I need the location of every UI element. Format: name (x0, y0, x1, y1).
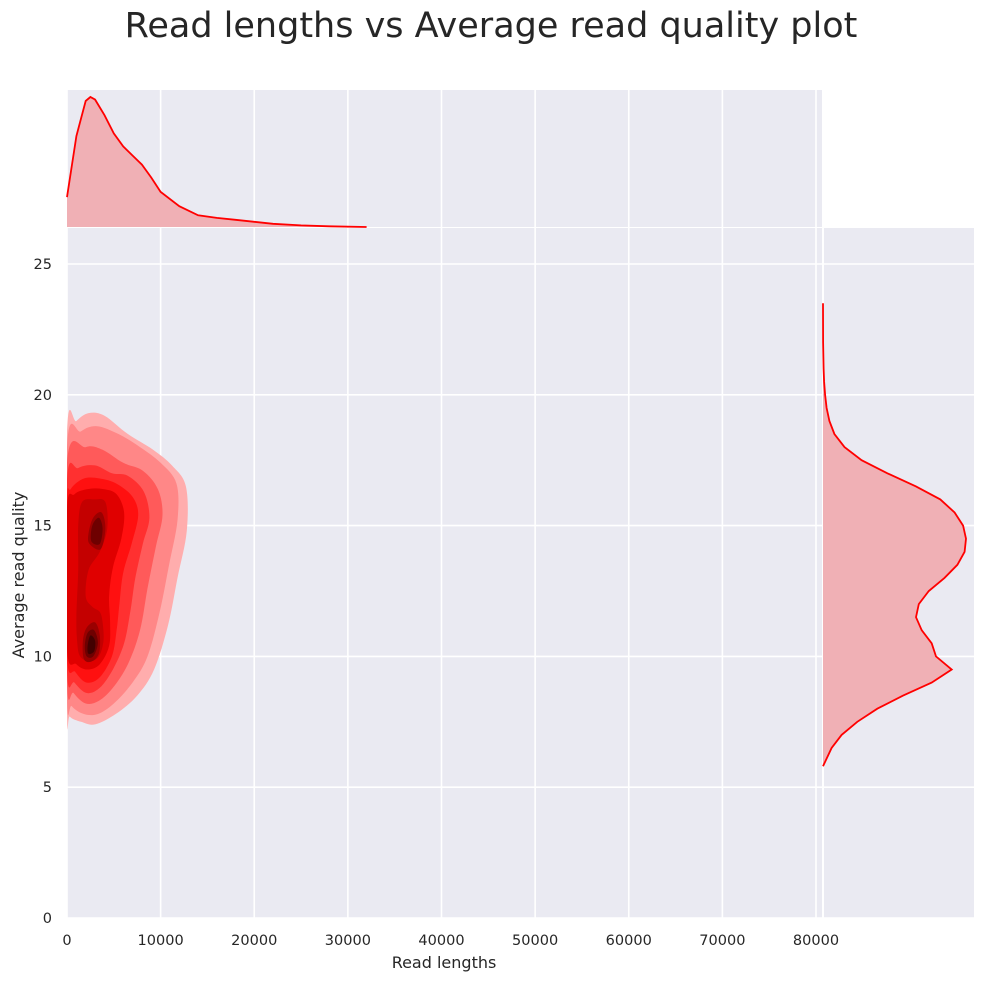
quality-kde-line (822, 303, 967, 767)
read-length-kde-fill (67, 97, 367, 227)
y-tick-label: 25 (34, 257, 52, 273)
x-axis-label: Read lengths (392, 953, 497, 972)
x-tick-label: 50000 (512, 933, 558, 949)
x-tick-label: 80000 (793, 933, 839, 949)
top-marginal-background (67, 90, 822, 227)
y-tick-label: 5 (43, 780, 52, 796)
x-tick-label: 60000 (606, 933, 652, 949)
quality-marginal-kde (822, 303, 967, 767)
read-length-kde-line (66, 95, 367, 228)
chart-title: Read lengths vs Average read quality plo… (125, 6, 858, 46)
y-tick-label: 10 (34, 649, 52, 665)
y-axis-label: Average read quality (9, 492, 28, 659)
kde-upper-peak-level-2 (90, 517, 103, 545)
y-tick-label: 20 (34, 388, 52, 404)
x-tick-label: 20000 (231, 933, 277, 949)
y-tick-label: 0 (43, 911, 52, 927)
quality-kde-fill (823, 303, 966, 767)
x-tick-label: 30000 (325, 933, 371, 949)
kde-level-10 (87, 635, 96, 655)
read-length-marginal-kde (66, 95, 367, 228)
x-tick-label: 70000 (699, 933, 745, 949)
kde-contours (67, 409, 188, 730)
x-axis-ticks: 0 10000 20000 30000 40000 50000 60000 70000 8000… (62, 933, 839, 949)
x-tick-label: 10000 (138, 933, 184, 949)
kde-contour-group (67, 409, 188, 730)
y-axis-ticks: 0 5 10 15 20 25 (34, 257, 52, 927)
x-tick-label: 0 (62, 933, 71, 949)
x-tick-label: 40000 (418, 933, 464, 949)
y-tick-label: 15 (34, 519, 52, 535)
main-grid (66, 228, 974, 919)
